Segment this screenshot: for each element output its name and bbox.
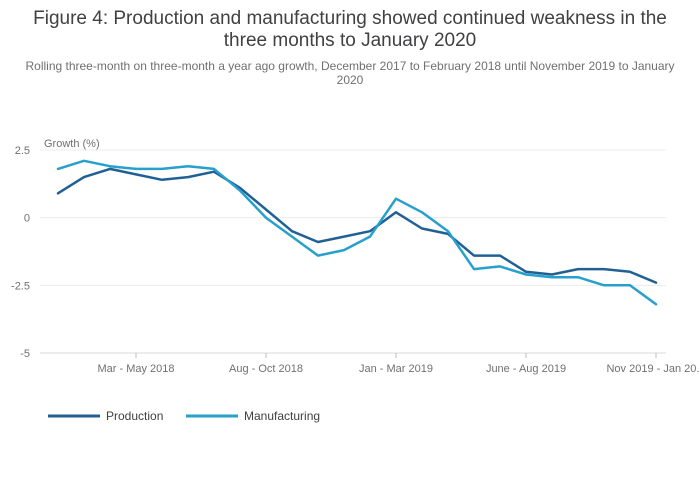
chart-title: Figure 4: Production and manufacturing s… bbox=[33, 8, 667, 51]
series-lines bbox=[56, 159, 658, 306]
series-line-manufacturing bbox=[56, 159, 658, 306]
x-tick-label: Nov 2019 - Jan 20... bbox=[606, 363, 700, 375]
y-tick-label: 2.5 bbox=[15, 145, 30, 157]
gridlines bbox=[40, 149, 666, 354]
x-tick-label: Aug - Oct 2018 bbox=[229, 363, 303, 375]
legend-label: Production bbox=[106, 409, 163, 423]
chart-subtitle: Rolling three-month on three-month a yea… bbox=[25, 59, 675, 87]
x-tick-label: Mar - May 2018 bbox=[97, 363, 174, 375]
y-axis-ticks: 2.5 0 -2.5 -5 bbox=[11, 145, 30, 360]
x-axis-ticks: Mar - May 2018 Aug - Oct 2018 Jan - Mar 20… bbox=[97, 353, 700, 375]
legend-label: Manufacturing bbox=[244, 409, 320, 423]
x-tick-label: Jan - Mar 2019 bbox=[359, 363, 433, 375]
legend: Production Manufacturing bbox=[48, 409, 320, 423]
y-tick-label: -5 bbox=[20, 348, 30, 360]
y-tick-label: 0 bbox=[24, 213, 30, 225]
series-line-production bbox=[56, 167, 658, 284]
y-axis-label: Growth (%) bbox=[44, 138, 100, 150]
x-tick-label: June - Aug 2019 bbox=[486, 363, 566, 375]
y-tick-label: -2.5 bbox=[11, 280, 30, 292]
